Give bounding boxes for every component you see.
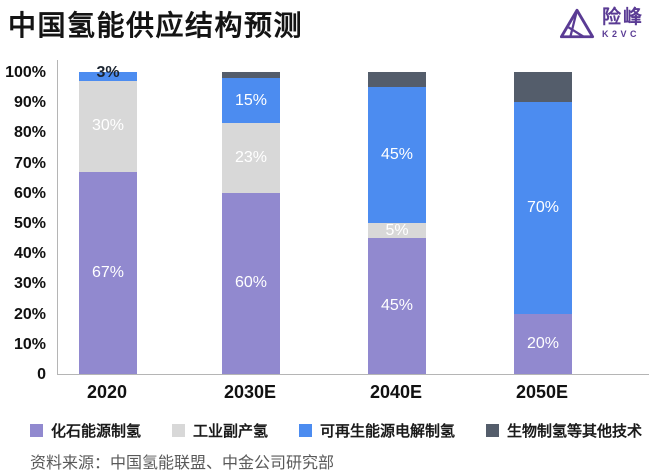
y-axis-tick: 10% [13,335,46,353]
segment-label: 67% [91,263,125,281]
bar-segment-2040E-series2: 45% [368,87,426,224]
bar-segment-2020-series2: 3% [79,64,137,82]
legend-swatch [485,424,499,437]
legend-label: 可再生能源电解制氢 [319,423,455,440]
bar-segment-2030E-series2: 15% [222,78,280,124]
logo-text: 险峰 K2VC [601,6,644,39]
x-axis-label-2050E: 2050E [515,382,569,402]
x-axis-label-2030E: 2030E [223,382,277,402]
bar-segment-2030E-series3 [222,72,280,79]
page-title: 中国氢能供应结构预测 [8,10,304,41]
y-axis: 100% 90% 80% 70% 60% 50% 40% 30% 20% 10% 0 [0,60,46,383]
legend-item-series0: 化石能源制氢 [30,420,141,441]
legend-swatch [30,424,43,437]
bar-segment-2050E-series2: 70% [514,102,572,314]
legend-item-series2: 可再生能源电解制氢 [298,420,455,441]
logo-subtitle: K2VC [601,28,640,39]
y-axis-tick: 30% [13,275,46,293]
y-axis-tick: 70% [13,154,46,172]
segment-label: 30% [91,117,125,135]
segment-label: 70% [526,198,560,216]
y-axis-tick: 0 [37,366,46,383]
logo-name: 险峰 [601,6,644,28]
bar-segment-2040E-series1: 5% [368,221,426,239]
segment-label: 3% [96,64,120,82]
bar-segment-2030E-series0: 60% [222,192,280,374]
bar-segment-2040E-series0: 45% [368,238,426,374]
legend-label: 生物制氢等其他技术 [506,423,642,440]
y-axis-tick: 20% [13,305,46,323]
k2vc-logo: 险峰 K2VC [559,7,644,40]
legend-item-series3: 生物制氢等其他技术 [485,420,642,441]
x-axis-label-2040E: 2040E [369,382,423,402]
segment-label: 5% [385,221,409,239]
bar-2030E: 60% 23% 15% [222,72,280,374]
legend-item-series1: 工业副产氢 [171,420,268,441]
y-axis-tick: 100% [5,64,46,81]
legend-swatch [298,424,312,437]
mountain-peak-icon [559,8,595,39]
segment-label: 23% [234,149,268,167]
y-axis-tick: 50% [13,215,46,232]
bar-segment-2020-series1: 30% [79,81,137,172]
bar-segment-2050E-series0: 20% [514,313,572,374]
segment-label: 20% [526,334,560,352]
y-axis-tick: 60% [13,184,46,202]
bar-segment-2040E-series3 [368,72,426,88]
y-axis-tick: 40% [13,245,46,263]
legend-label: 工业副产氢 [192,423,268,440]
bar-2040E: 45% 5% 45% [368,72,426,374]
bar-2020: 67% 30% 3% [79,64,137,374]
x-axis-label-2020: 2020 [86,382,128,402]
bar-segment-2050E-series3 [514,72,572,103]
segment-label: 60% [234,274,268,292]
bar-2050E: 20% 70% [514,72,572,374]
plot-area: 67% 30% 3% 60% 23% 15% 45% 5% 45% 20% 70% [57,60,649,375]
y-axis-tick: 90% [13,94,46,112]
legend-label: 化石能源制氢 [51,423,142,440]
y-axis-tick: 80% [13,124,46,142]
legend: 化石能源制氢 工业副产氢 可再生能源电解制氢 生物制氢等其他技术 [30,420,642,441]
segment-label: 15% [234,91,268,109]
segment-label: 45% [380,297,414,315]
source-note: 资料来源：中国氢能联盟、中金公司研究部 [30,455,335,472]
bar-segment-2030E-series1: 23% [222,123,280,193]
bar-segment-2020-series0: 67% [79,171,137,374]
legend-swatch [171,424,185,437]
segment-label: 45% [380,146,414,164]
x-axis: 2020 2030E 2040E 2050E [57,382,649,406]
